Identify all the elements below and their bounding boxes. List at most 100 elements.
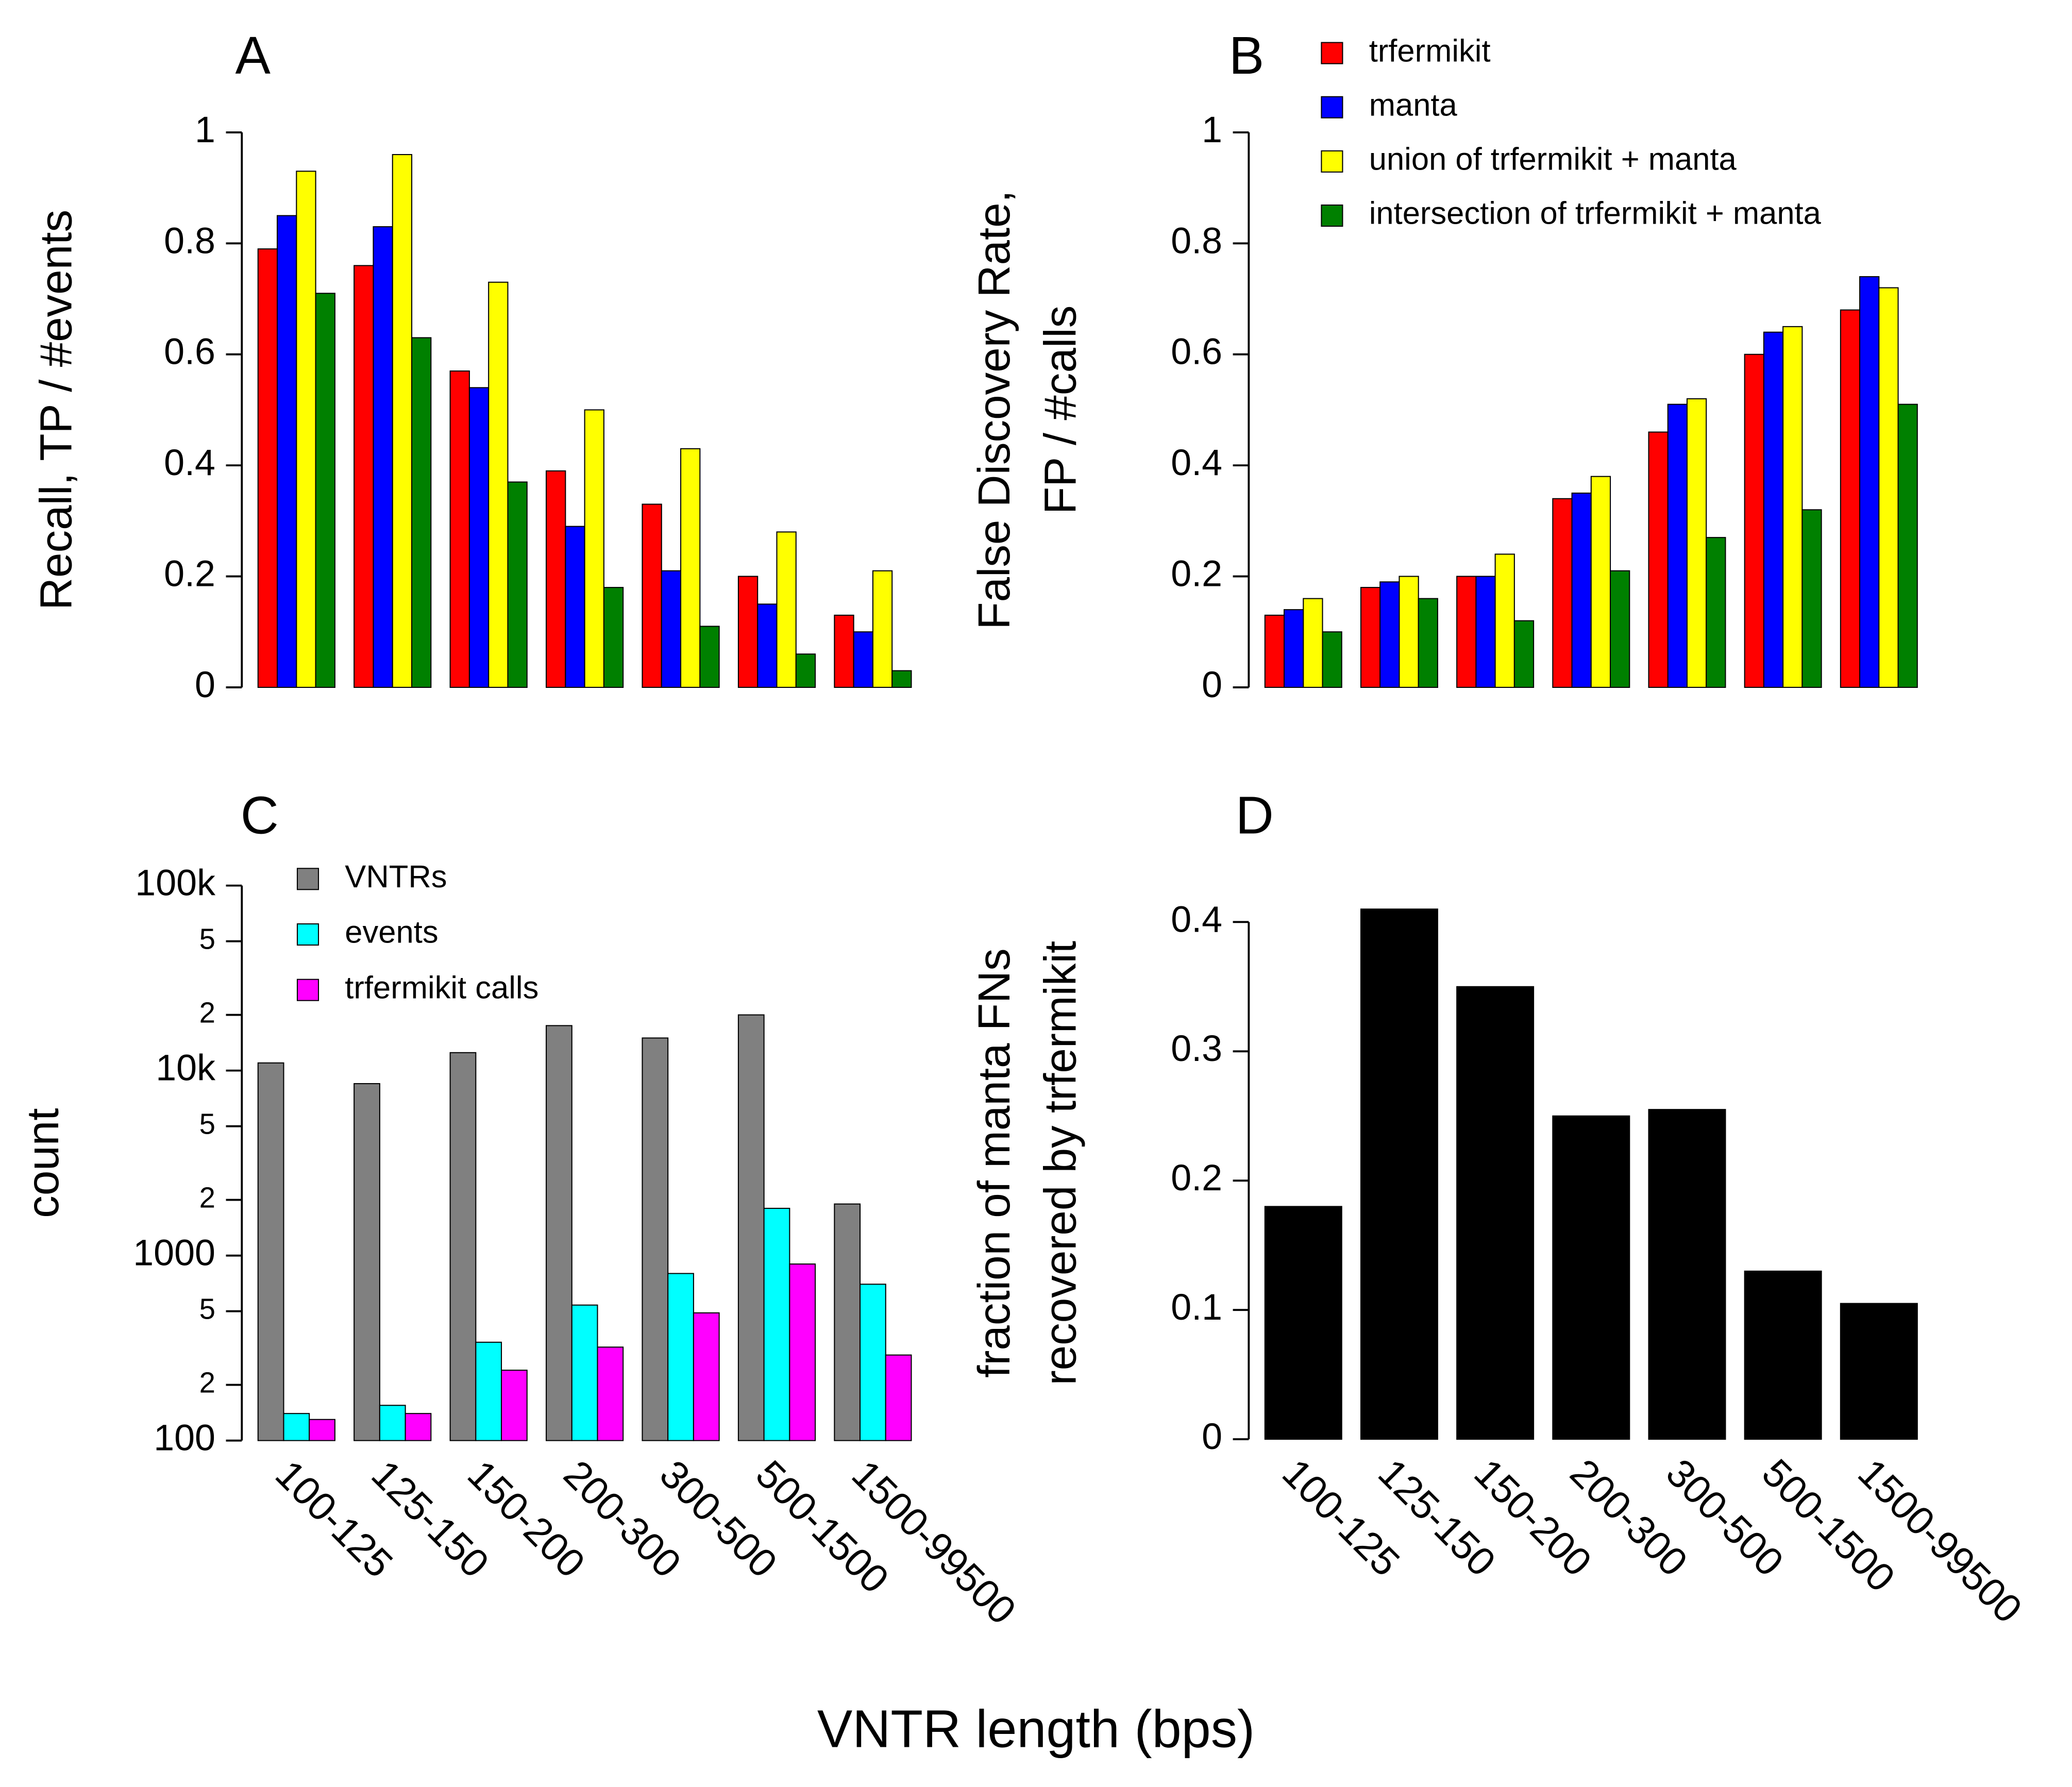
- bar: [1801, 509, 1822, 688]
- bar: [546, 470, 566, 688]
- legend-swatch: [296, 979, 319, 1001]
- y-tick-label: 0.8: [1171, 220, 1222, 261]
- bar: [507, 481, 528, 688]
- bar: [468, 387, 490, 688]
- bar: [1686, 398, 1707, 688]
- y-tick-label: 0.6: [1171, 331, 1222, 373]
- bar: [1840, 1303, 1918, 1440]
- bar: [1840, 309, 1861, 688]
- bar: [1648, 431, 1669, 688]
- bar: [257, 248, 278, 688]
- y-tick-label: 0.2: [164, 553, 215, 595]
- bar: [860, 1284, 886, 1441]
- y-tick-label: 0.2: [1171, 1157, 1222, 1199]
- bar: [1360, 587, 1381, 688]
- legend-swatch: [1321, 42, 1343, 64]
- y-axis-label: FP / #calls: [1035, 306, 1085, 514]
- bar: [597, 1346, 624, 1441]
- y-axis-label: recovered by trfermikit: [1035, 941, 1085, 1385]
- bar: [449, 370, 470, 688]
- y-tick-label: 5: [199, 923, 215, 955]
- bar: [1399, 576, 1419, 688]
- y-tick-label: 1000: [133, 1233, 215, 1274]
- y-tick-label: 1: [1202, 109, 1222, 150]
- bar: [1706, 537, 1726, 688]
- bar: [834, 1203, 861, 1441]
- y-axis-label: count: [18, 1108, 68, 1218]
- bar: [1456, 576, 1477, 688]
- panel-label: C: [241, 785, 279, 845]
- legend-label: events: [345, 915, 438, 950]
- y-tick-label: 100: [154, 1418, 215, 1459]
- bar: [1552, 1115, 1630, 1440]
- bar: [1513, 620, 1535, 688]
- bar: [853, 631, 873, 688]
- legend-swatch: [296, 923, 319, 946]
- y-tick-label: 2: [199, 996, 215, 1029]
- bar: [1303, 598, 1323, 688]
- bar: [763, 1207, 790, 1441]
- bar: [1610, 570, 1630, 688]
- y-tick-label: 100k: [135, 863, 215, 904]
- y-tick-label: 0.3: [1171, 1028, 1222, 1069]
- bar: [277, 215, 297, 688]
- bar: [1782, 326, 1803, 688]
- bar: [309, 1419, 335, 1441]
- legend-swatch: [296, 868, 319, 890]
- y-tick-label: 2: [199, 1181, 215, 1213]
- legend-label: VNTRs: [345, 859, 447, 895]
- y-axis-label: False Discovery Rate,: [969, 190, 1019, 630]
- bar: [1590, 476, 1611, 688]
- bar: [565, 526, 585, 688]
- bar: [296, 171, 316, 688]
- bar: [392, 154, 413, 688]
- bar: [1322, 631, 1342, 688]
- panel-label: B: [1229, 26, 1264, 85]
- bar: [315, 293, 335, 688]
- bar: [1744, 353, 1764, 688]
- y-tick-label: 0: [195, 664, 215, 705]
- bar: [1360, 908, 1438, 1440]
- bar: [891, 670, 912, 688]
- bar: [449, 1052, 477, 1441]
- bar: [1763, 331, 1784, 688]
- bar: [475, 1341, 502, 1441]
- legend-label: trfermikit: [1369, 33, 1491, 69]
- bar: [353, 1083, 380, 1441]
- bar: [776, 531, 797, 688]
- bar: [1648, 1109, 1726, 1440]
- y-tick-label: 2: [199, 1366, 215, 1398]
- bar: [1897, 403, 1918, 688]
- bar: [1379, 581, 1400, 688]
- y-tick-label: 0: [1202, 664, 1222, 705]
- bar: [1284, 609, 1304, 688]
- legend-swatch: [1321, 96, 1343, 119]
- bar: [603, 587, 624, 688]
- y-tick-label: 0.6: [164, 331, 215, 373]
- bar: [405, 1413, 432, 1441]
- bar: [1878, 287, 1899, 688]
- y-tick-label: 5: [199, 1108, 215, 1140]
- x-axis-label: VNTR length (bps): [817, 1699, 1255, 1759]
- y-tick-label: 1: [195, 109, 215, 150]
- y-tick-label: 0.1: [1171, 1287, 1222, 1328]
- bar: [642, 503, 662, 688]
- legend-label: manta: [1369, 87, 1458, 123]
- bar: [795, 653, 816, 688]
- legend-swatch: [1321, 204, 1343, 227]
- bar: [661, 570, 682, 688]
- legend-swatch: [1321, 150, 1343, 173]
- bar: [501, 1370, 528, 1441]
- legend-label: intersection of trfermikit + manta: [1369, 196, 1822, 231]
- bar: [571, 1304, 598, 1441]
- bar: [1667, 403, 1688, 688]
- bar: [257, 1062, 284, 1441]
- bar: [584, 409, 604, 688]
- bar: [1475, 576, 1496, 688]
- bar: [834, 614, 854, 688]
- y-axis-label: fraction of manta FNs: [969, 948, 1019, 1377]
- bar: [737, 1014, 765, 1441]
- bar: [488, 281, 509, 688]
- bar: [411, 337, 432, 688]
